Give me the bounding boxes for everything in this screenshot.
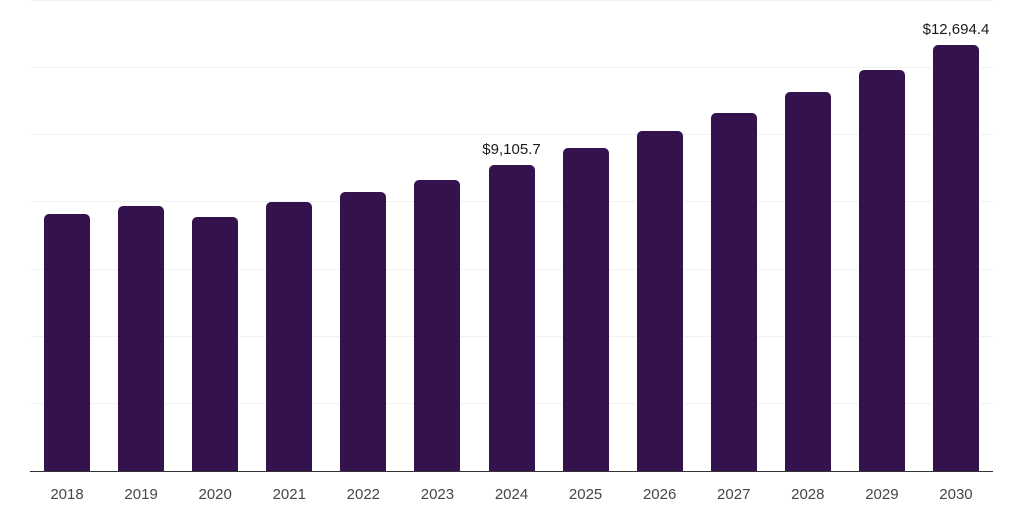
bar-slot-2020 bbox=[178, 1, 252, 471]
x-tick-label-2030: 2030 bbox=[939, 486, 973, 503]
bar-2027 bbox=[710, 113, 757, 471]
bar-2020 bbox=[192, 216, 239, 471]
bar-2021 bbox=[266, 201, 313, 471]
bar-slot-2030: $12,694.4 bbox=[919, 1, 993, 471]
bar-2029 bbox=[858, 69, 905, 471]
x-tick-label-2022: 2022 bbox=[346, 486, 381, 503]
bar-slot-2025 bbox=[549, 1, 623, 471]
bar-slot-2029 bbox=[845, 1, 919, 471]
x-tick-label-2028: 2028 bbox=[791, 486, 825, 503]
bar-slot-2023 bbox=[400, 1, 474, 471]
x-tick-label-2027: 2027 bbox=[717, 486, 751, 503]
bar-2023 bbox=[414, 179, 461, 471]
bar-slot-2021 bbox=[252, 1, 326, 471]
bar-2030 bbox=[932, 44, 979, 471]
bar-slot-2018 bbox=[30, 1, 104, 471]
x-tick-label-2026: 2026 bbox=[642, 486, 677, 503]
x-tick-label-2018: 2018 bbox=[50, 486, 84, 503]
x-axis: 2018 2019 2020 2021 2022 2023 2024 2025 2026 2027… bbox=[30, 479, 993, 503]
x-tick-label-2025: 2025 bbox=[568, 486, 603, 503]
bar-2024 bbox=[488, 165, 535, 471]
bar-2025 bbox=[562, 148, 609, 471]
bar-slot-2019 bbox=[104, 1, 178, 471]
bar-2018 bbox=[44, 214, 91, 471]
bar-slot-2026 bbox=[623, 1, 697, 471]
bar-2019 bbox=[118, 205, 165, 471]
x-tick-label-2023: 2023 bbox=[420, 486, 455, 503]
gridline-12000 bbox=[30, 67, 993, 69]
bar-2026 bbox=[636, 131, 683, 471]
bar-2022 bbox=[340, 191, 387, 471]
x-tick-label-2024: 2024 bbox=[494, 486, 529, 503]
bar-slot-2028 bbox=[771, 1, 845, 471]
x-tick-label-2020: 2020 bbox=[198, 486, 232, 503]
bar-slot-2024: $9,105.7 bbox=[474, 1, 548, 471]
gridline-14000 bbox=[30, 0, 993, 1]
bar-slot-2022 bbox=[326, 1, 400, 471]
bar-value-label-2024: $9,105.7 bbox=[482, 141, 541, 159]
x-tick-label-2021: 2021 bbox=[272, 486, 306, 503]
bar-value-label-2030: $12,694.4 bbox=[922, 20, 990, 38]
x-tick-label-2029: 2029 bbox=[865, 486, 899, 503]
plot-area: $9,105.7 $12,694.4 bbox=[30, 0, 993, 472]
bars-container: $9,105.7 $12,694.4 bbox=[30, 1, 993, 471]
gridline-10000 bbox=[30, 134, 993, 136]
x-tick-label-2019: 2019 bbox=[124, 486, 158, 503]
bar-2028 bbox=[784, 91, 831, 471]
bar-slot-2027 bbox=[697, 1, 771, 471]
